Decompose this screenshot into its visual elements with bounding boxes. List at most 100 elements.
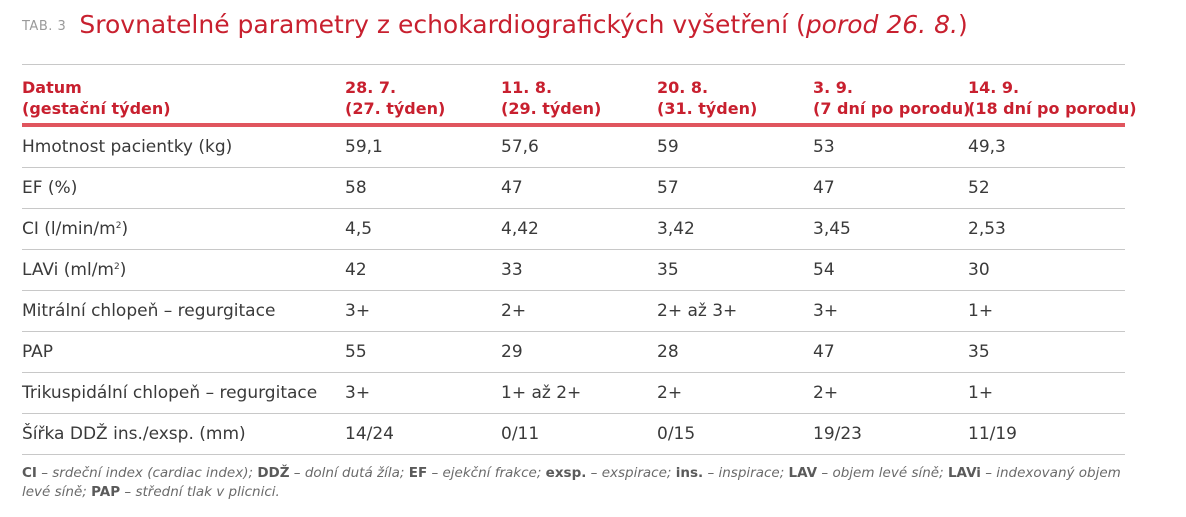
- table-cell: 47: [813, 331, 968, 373]
- row-label: CI (l/min/m2): [22, 208, 345, 250]
- table-cell: 54: [813, 249, 968, 291]
- table-row: Trikuspidální chlopeň – regurgitace 3+ 1+ …: [22, 372, 1125, 414]
- footnote-definition: – střední tlak v plicnici.: [120, 484, 280, 500]
- footnote-definition: – inspirace;: [703, 465, 789, 481]
- column-header-line1: 14. 9.: [968, 78, 1020, 97]
- row-label-superscript: 2: [115, 221, 122, 231]
- row-label-text: EF (%): [22, 178, 78, 198]
- table-cell: 1+ až 2+: [501, 372, 657, 414]
- footnote-abbreviation: DDŽ: [257, 465, 290, 481]
- table-cell: 57: [657, 167, 813, 209]
- row-label-text: Trikuspidální chlopeň – regurgitace: [22, 383, 318, 403]
- title-paren-open: (: [796, 10, 806, 39]
- table-row: Hmotnost pacientky (kg) 59,1 57,6 59 53 49,3: [22, 125, 1125, 168]
- table-cell: 59: [657, 125, 813, 168]
- table-body: Hmotnost pacientky (kg) 59,1 57,6 59 53 49,3 E…: [22, 125, 1125, 455]
- row-label: Šířka DDŽ ins./exsp. (mm): [22, 413, 345, 455]
- row-label-text: Hmotnost pacientky (kg): [22, 137, 233, 157]
- footnote-definition: – objem levé síně;: [817, 465, 948, 481]
- table-cell: 2,53: [968, 208, 1125, 250]
- table-cell: 58: [345, 167, 501, 209]
- title-paren-close: ): [957, 10, 968, 39]
- footnote-abbreviation: LAVi: [947, 465, 981, 481]
- column-header: Datum (gestační týden): [22, 64, 345, 127]
- row-label-text: Šířka DDŽ ins./exsp. (mm): [22, 424, 246, 444]
- row-label: PAP: [22, 331, 345, 373]
- table-cell: 2+: [501, 290, 657, 332]
- table-cell: 33: [501, 249, 657, 291]
- footnote-abbreviation: ins.: [675, 465, 704, 481]
- column-header-line1: 3. 9.: [813, 78, 853, 97]
- column-header-line2: (31. týden): [657, 99, 758, 118]
- title-italic: porod 26. 8.: [805, 10, 958, 39]
- column-header-line1: 28. 7.: [345, 78, 397, 97]
- table-cell: 52: [968, 167, 1125, 209]
- row-label-text: PAP: [22, 342, 54, 362]
- column-header: 11. 8. (29. týden): [501, 64, 657, 127]
- column-header-line2: (7 dní po porodu): [813, 99, 971, 118]
- table-cell: 42: [345, 249, 501, 291]
- header-row: Datum (gestační týden) 28. 7. (27. týden) …: [22, 64, 1137, 127]
- table-cell: 35: [968, 331, 1125, 373]
- table-row: CI (l/min/m2) 4,5 4,42 3,42 3,45 2,53: [22, 208, 1125, 250]
- table-cell: 28: [657, 331, 813, 373]
- table-row: PAP 55 29 28 47 35: [22, 331, 1125, 373]
- parameters-table: Datum (gestační týden) 28. 7. (27. týden) …: [22, 64, 1137, 455]
- row-label-end: ): [119, 260, 127, 280]
- column-header-line2: (18 dní po porodu): [968, 99, 1137, 118]
- row-label-text: CI (l/min/m: [22, 219, 116, 239]
- row-label: EF (%): [22, 167, 345, 209]
- row-label: Hmotnost pacientky (kg): [22, 125, 345, 168]
- table-cell: 19/23: [813, 413, 968, 455]
- column-header-line2: (27. týden): [345, 99, 446, 118]
- table-cell: 30: [968, 249, 1125, 291]
- row-label-text: LAVi (ml/m: [22, 260, 114, 280]
- table-cell: 2+: [813, 372, 968, 414]
- column-header-line1: Datum: [22, 78, 82, 97]
- row-label-text: Mitrální chlopeň – regurgitace: [22, 301, 276, 321]
- table-cell: 0/11: [501, 413, 657, 455]
- table-cell: 47: [501, 167, 657, 209]
- abbreviations-footnote: CI – srdeční index (cardiac index); DDŽ …: [22, 464, 1126, 502]
- footnote-definition: – indexovaný objem levé síně;: [22, 465, 1121, 500]
- title-main: Srovnatelné parametry z echokardiografic…: [79, 10, 797, 39]
- table-cell: 59,1: [345, 125, 501, 168]
- footnote-abbreviation: PAP: [91, 484, 121, 500]
- table-cell: 3+: [345, 290, 501, 332]
- table-cell: 4,5: [345, 208, 501, 250]
- column-header: 3. 9. (7 dní po porodu): [813, 64, 971, 127]
- footnote-definition: – srdeční index (cardiac index);: [36, 465, 258, 481]
- table-caption: TAB. 3 Srovnatelné parametry z echokardi…: [22, 10, 968, 39]
- column-header: 20. 8. (31. týden): [657, 64, 813, 127]
- table-cell: 53: [813, 125, 968, 168]
- column-header-line2: (29. týden): [501, 99, 602, 118]
- footnote-abbreviation: LAV: [788, 465, 818, 481]
- table-cell: 1+: [968, 372, 1125, 414]
- table-row: Šířka DDŽ ins./exsp. (mm) 14/24 0/11 0/15 19…: [22, 413, 1125, 455]
- table-cell: 1+: [968, 290, 1125, 332]
- footnote-definition: – ejekční frakce;: [427, 465, 546, 481]
- table-row: EF (%) 58 47 57 47 52: [22, 167, 1125, 209]
- column-header-line2: (gestační týden): [22, 99, 171, 118]
- table-cell: 3+: [345, 372, 501, 414]
- column-header-line1: 20. 8.: [657, 78, 709, 97]
- column-header: 14. 9. (18 dní po porodu): [968, 64, 1137, 127]
- footnote-abbreviation: EF: [408, 465, 428, 481]
- table-cell: 2+ až 3+: [657, 290, 813, 332]
- row-label-superscript: 2: [114, 262, 120, 272]
- row-label-end: ): [121, 219, 129, 239]
- footnote-definition: – exspirace;: [586, 465, 676, 481]
- table-cell: 11/19: [968, 413, 1125, 455]
- table-cell: 14/24: [345, 413, 501, 455]
- table-cell: 57,6: [501, 125, 657, 168]
- table-cell: 2+: [657, 372, 813, 414]
- table-row: Mitrální chlopeň – regurgitace 3+ 2+ 2+ až …: [22, 290, 1125, 332]
- table-cell: 3,45: [813, 208, 968, 250]
- table-cell: 29: [501, 331, 657, 373]
- column-header: 28. 7. (27. týden): [345, 64, 501, 127]
- table-title: Srovnatelné parametry z echokardiografic…: [79, 10, 967, 39]
- table-cell: 35: [657, 249, 813, 291]
- table-cell: 47: [813, 167, 968, 209]
- table-cell: 3+: [813, 290, 968, 332]
- table-cell: 3,42: [657, 208, 813, 250]
